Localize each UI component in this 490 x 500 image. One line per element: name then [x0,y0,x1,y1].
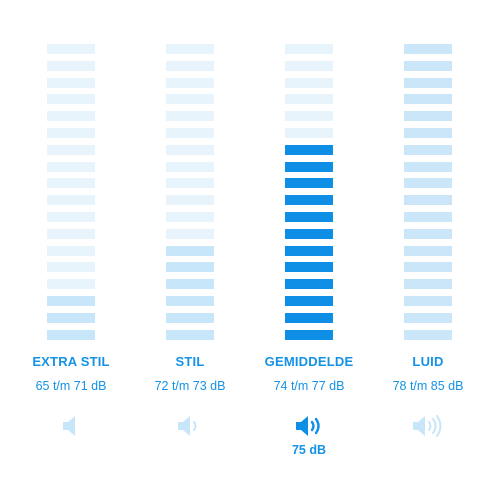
level-meter [404,44,452,340]
meter-segment [285,144,333,155]
meter-segment [404,195,452,206]
meter-segment [285,111,333,122]
level-stil[interactable]: STIL 72 t/m 73 dB [136,44,244,439]
meter-segment [285,60,333,71]
meter-segment [166,312,214,323]
meter-segment [285,127,333,138]
meter-segment [285,329,333,340]
meter-segment [285,178,333,189]
meter-segment [47,279,95,290]
meter-segment [47,44,95,54]
level-range: 65 t/m 71 dB [35,379,107,393]
speaker-low-icon [178,416,197,436]
meter-segment [285,262,333,273]
meter-segment [285,94,333,105]
speaker-medium-icon [296,416,320,436]
level-range: 72 t/m 73 dB [154,379,226,393]
meter-segment [47,195,95,206]
level-luid[interactable]: LUID 78 t/m 85 dB [374,44,482,439]
meter-segment [47,228,95,239]
meter-segment [404,161,452,172]
meter-segment [166,144,214,155]
meter-segment [404,77,452,88]
meter-segment [285,77,333,88]
meter-segment [47,329,95,340]
meter-segment [166,111,214,122]
meter-segment [47,295,95,306]
meter-segment [404,295,452,306]
meter-segment [404,127,452,138]
meter-segment [47,77,95,88]
speaker-muted-icon [63,416,75,436]
meter-segment [47,312,95,323]
meter-segment [285,161,333,172]
meter-segment [285,279,333,290]
level-label: LUID [412,354,444,369]
meter-segment [404,144,452,155]
meter-segment [166,329,214,340]
level-label: EXTRA STIL [32,354,110,369]
level-label: STIL [175,354,205,369]
meter-segment [285,195,333,206]
meter-segment [47,262,95,273]
meter-segment [285,245,333,256]
level-extra-stil[interactable]: EXTRA STIL 65 t/m 71 dB [17,44,125,439]
meter-segment [404,245,452,256]
speaker-loud-icon [413,415,442,437]
meter-segment [166,60,214,71]
meter-segment [404,44,452,54]
meter-segment [166,77,214,88]
meter-segment [47,60,95,71]
level-meter [47,44,95,340]
meter-segment [404,312,452,323]
meter-segment [166,262,214,273]
level-range: 78 t/m 85 dB [392,379,464,393]
meter-segment [285,44,333,54]
meter-segment [285,312,333,323]
meter-segment [166,127,214,138]
meter-segment [404,60,452,71]
meter-segment [404,178,452,189]
meter-segment [166,228,214,239]
level-label: GEMIDDELDE [264,354,354,369]
meter-segment [47,161,95,172]
meter-segment [166,94,214,105]
meter-segment [404,279,452,290]
meter-segment [166,279,214,290]
meter-segment [47,178,95,189]
meter-segment [47,245,95,256]
meter-segment [404,94,452,105]
meter-segment [166,44,214,54]
level-range: 74 t/m 77 dB [273,379,345,393]
meter-segment [47,111,95,122]
meter-segment [47,94,95,105]
meter-segment [404,262,452,273]
meter-segment [47,144,95,155]
meter-segment [166,295,214,306]
meter-segment [166,178,214,189]
meter-segment [404,111,452,122]
meter-segment [404,211,452,222]
meter-segment [404,228,452,239]
meter-segment [47,127,95,138]
meter-segment [166,211,214,222]
meter-segment [285,211,333,222]
meter-segment [166,161,214,172]
meter-segment [166,195,214,206]
meter-segment [285,228,333,239]
meter-segment [166,245,214,256]
meter-segment [47,211,95,222]
meter-segment [404,329,452,340]
level-gemiddelde[interactable]: GEMIDDELDE 74 t/m 77 dB 75 dB [255,44,363,457]
current-db-reading: 75 dB [291,443,327,457]
level-meter [166,44,214,340]
level-meter [285,44,333,340]
meter-segment [285,295,333,306]
